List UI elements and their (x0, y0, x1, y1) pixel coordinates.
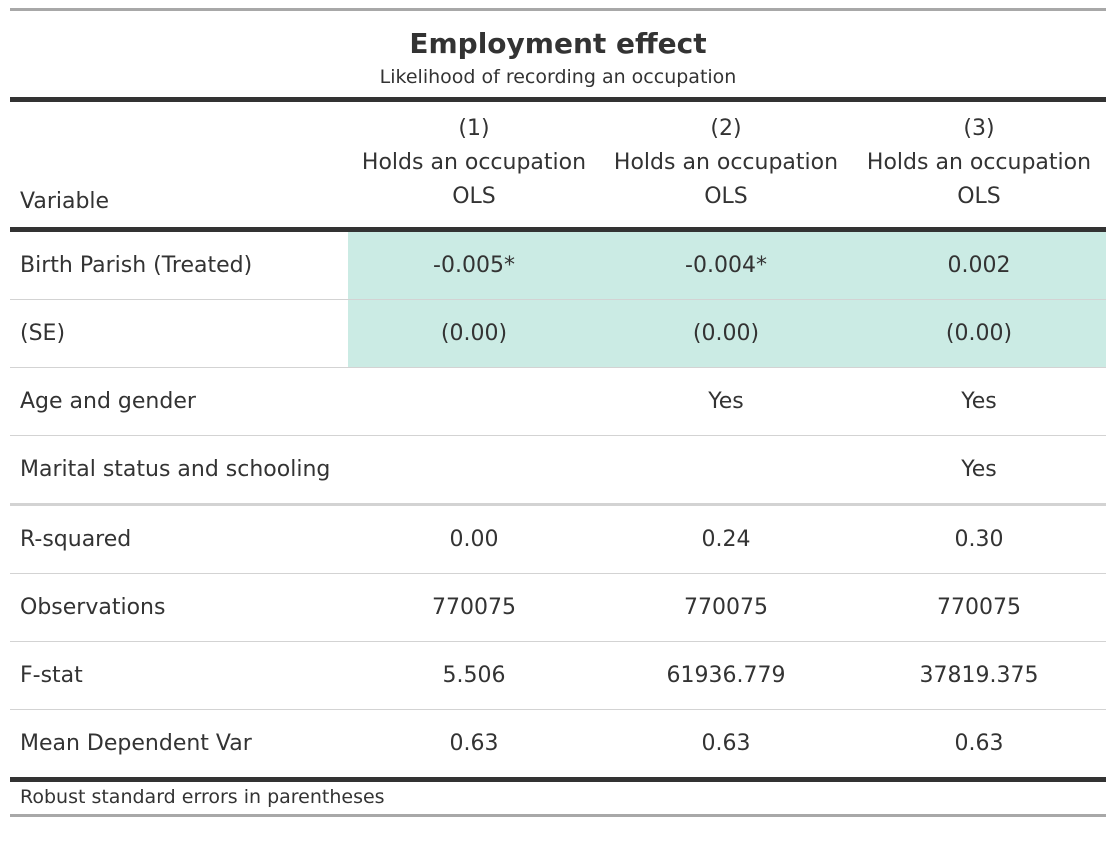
row-label: Observations (20, 595, 166, 620)
table-row: Observations 770075 770075 770075 (10, 574, 1106, 642)
variable-column-header: Variable (20, 189, 110, 214)
column-method: OLS (452, 184, 496, 209)
row-label: R-squared (20, 527, 132, 552)
stat-cell: 61936.779 (666, 663, 786, 688)
column-header-2: (2) Holds an occupation OLS (600, 102, 852, 227)
stat-cell: 770075 (432, 595, 516, 620)
coefficient-cell: -0.004* (600, 232, 852, 299)
column-number: (2) (710, 116, 742, 141)
regression-table: Employment effect Likelihood of recordin… (10, 8, 1106, 817)
stat-cell: 0.63 (449, 731, 499, 756)
row-label: (SE) (20, 321, 66, 346)
coefficient-cell: -0.005* (348, 232, 600, 299)
table-footnote: Robust standard errors in parentheses (20, 786, 385, 808)
control-cell: Yes (708, 389, 744, 414)
stat-cell: 0.30 (954, 527, 1004, 552)
control-cell: Yes (961, 389, 997, 414)
row-label: F-stat (20, 663, 83, 688)
stat-cell: 770075 (684, 595, 768, 620)
table-subtitle: Likelihood of recording an occupation (379, 66, 737, 88)
header-bottom-rule (10, 227, 1106, 232)
top-rule (10, 8, 1106, 11)
coefficient-cell: 0.002 (852, 232, 1106, 299)
row-label: Birth Parish (Treated) (20, 253, 253, 278)
column-method: OLS (704, 184, 748, 209)
column-number: (3) (963, 116, 995, 141)
stat-cell: 0.00 (449, 527, 499, 552)
control-cell (600, 436, 852, 503)
column-dependent-var: Holds an occupation (613, 150, 839, 175)
standard-error-cell: (0.00) (348, 300, 600, 367)
table-row: (SE) (0.00) (0.00) (0.00) (10, 300, 1106, 368)
stat-cell: 0.63 (954, 731, 1004, 756)
standard-error-cell: (0.00) (852, 300, 1106, 367)
stat-cell: 770075 (937, 595, 1021, 620)
row-label: Marital status and schooling (20, 457, 331, 482)
column-dependent-var: Holds an occupation (361, 150, 587, 175)
stat-cell: 37819.375 (919, 663, 1039, 688)
control-cell: Yes (961, 457, 997, 482)
column-dependent-var: Holds an occupation (866, 150, 1092, 175)
bottom-rule (10, 814, 1106, 817)
table-row: Age and gender Yes Yes (10, 368, 1106, 436)
column-header-row: Variable (1) Holds an occupation OLS (2)… (10, 102, 1106, 227)
table-row: Marital status and schooling Yes (10, 436, 1106, 506)
stat-cell: 0.63 (701, 731, 751, 756)
table-row: F-stat 5.506 61936.779 37819.375 (10, 642, 1106, 710)
table-row: R-squared 0.00 0.24 0.30 (10, 506, 1106, 574)
table-row: Birth Parish (Treated) -0.005* -0.004* 0… (10, 232, 1106, 300)
table-title: Employment effect (409, 27, 707, 60)
column-header-3: (3) Holds an occupation OLS (852, 102, 1106, 227)
header-top-rule (10, 97, 1106, 102)
stat-cell: 0.24 (701, 527, 751, 552)
row-label: Mean Dependent Var (20, 731, 252, 756)
column-method: OLS (957, 184, 1001, 209)
table-row: Mean Dependent Var 0.63 0.63 0.63 (10, 710, 1106, 777)
column-header-1: (1) Holds an occupation OLS (348, 102, 600, 227)
control-cell (348, 368, 600, 435)
column-number: (1) (458, 116, 490, 141)
control-cell (348, 436, 600, 503)
standard-error-cell: (0.00) (600, 300, 852, 367)
row-label: Age and gender (20, 389, 196, 414)
footer-top-rule (10, 777, 1106, 782)
stat-cell: 5.506 (442, 663, 506, 688)
